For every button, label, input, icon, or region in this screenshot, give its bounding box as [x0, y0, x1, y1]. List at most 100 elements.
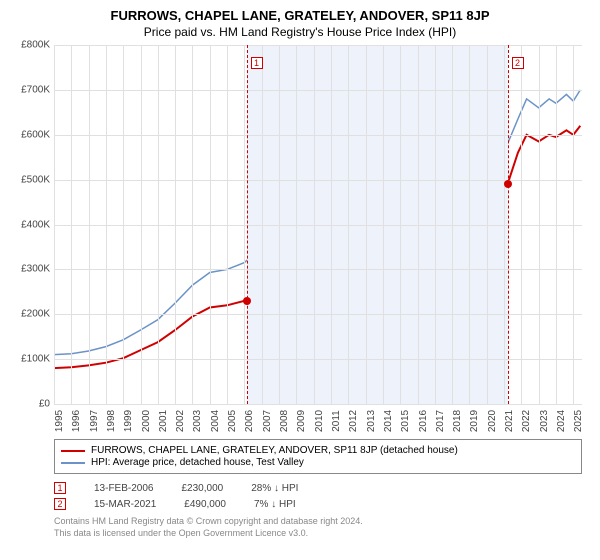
gridline-v [400, 45, 401, 404]
gridline-v [244, 45, 245, 404]
x-tick-label: 2009 [296, 410, 307, 432]
gridline-v [262, 45, 263, 404]
legend-swatch [61, 462, 85, 464]
gridline-v [192, 45, 193, 404]
x-tick-label: 2021 [504, 410, 515, 432]
gridline-v [573, 45, 574, 404]
gridline-v [158, 45, 159, 404]
transaction-marker: 2 [54, 498, 66, 510]
gridline-v [314, 45, 315, 404]
marker-vline [508, 45, 509, 404]
gridline-v [71, 45, 72, 404]
gridline-v [210, 45, 211, 404]
transaction-date: 13-FEB-2006 [94, 483, 153, 494]
gridline-h [54, 314, 582, 315]
y-tick-label: £700K [10, 84, 50, 95]
x-tick-label: 2012 [348, 410, 359, 432]
transaction-date: 15-MAR-2021 [94, 499, 156, 510]
gridline-h [54, 404, 582, 405]
x-tick-label: 2006 [244, 410, 255, 432]
marker-point [504, 180, 512, 188]
gridline-h [54, 359, 582, 360]
gridline-v [141, 45, 142, 404]
transaction-price: £490,000 [184, 499, 226, 510]
gridline-h [54, 269, 582, 270]
x-tick-label: 1995 [54, 410, 65, 432]
legend-item: FURROWS, CHAPEL LANE, GRATELEY, ANDOVER,… [61, 445, 575, 456]
x-tick-label: 2011 [331, 410, 342, 432]
legend-item: HPI: Average price, detached house, Test… [61, 457, 575, 468]
legend-swatch [61, 450, 85, 452]
x-tick-label: 2010 [314, 410, 325, 432]
x-tick-label: 2004 [210, 410, 221, 432]
x-tick-label: 2001 [158, 410, 169, 432]
chart-plot-area: £0£100K£200K£300K£400K£500K£600K£700K£80… [54, 45, 582, 405]
chart-container: FURROWS, CHAPEL LANE, GRATELEY, ANDOVER,… [0, 0, 600, 560]
gridline-v [521, 45, 522, 404]
attribution-line: Contains HM Land Registry data © Crown c… [54, 516, 590, 528]
attribution: Contains HM Land Registry data © Crown c… [54, 516, 590, 539]
y-tick-label: £400K [10, 219, 50, 230]
legend-label: HPI: Average price, detached house, Test… [91, 457, 304, 468]
marker-vline [247, 45, 248, 404]
transaction-marker: 1 [54, 482, 66, 494]
x-tick-label: 2015 [400, 410, 411, 432]
legend-label: FURROWS, CHAPEL LANE, GRATELEY, ANDOVER,… [91, 445, 458, 456]
gridline-v [123, 45, 124, 404]
x-tick-label: 2024 [556, 410, 567, 432]
gridline-v [106, 45, 107, 404]
x-tick-label: 1996 [71, 410, 82, 432]
chart-subtitle: Price paid vs. HM Land Registry's House … [10, 25, 590, 39]
gridline-v [89, 45, 90, 404]
x-tick-label: 2000 [141, 410, 152, 432]
chart-title: FURROWS, CHAPEL LANE, GRATELEY, ANDOVER,… [10, 8, 590, 23]
marker-box: 1 [251, 57, 263, 69]
y-tick-label: £500K [10, 174, 50, 185]
gridline-h [54, 45, 582, 46]
y-tick-label: £300K [10, 264, 50, 275]
y-tick-label: £600K [10, 129, 50, 140]
y-tick-label: £800K [10, 40, 50, 51]
gridline-v [452, 45, 453, 404]
x-tick-label: 2017 [435, 410, 446, 432]
y-tick-label: £200K [10, 309, 50, 320]
gridline-v [279, 45, 280, 404]
gridline-h [54, 225, 582, 226]
gridline-v [54, 45, 55, 404]
gridline-v [435, 45, 436, 404]
gridline-v [348, 45, 349, 404]
transaction-table: 1 13-FEB-2006 £230,000 28% ↓ HPI 2 15-MA… [54, 482, 582, 510]
gridline-v [556, 45, 557, 404]
gridline-v [487, 45, 488, 404]
attribution-line: This data is licensed under the Open Gov… [54, 528, 590, 540]
x-tick-label: 2016 [418, 410, 429, 432]
gridline-h [54, 180, 582, 181]
x-tick-label: 2023 [539, 410, 550, 432]
transaction-price: £230,000 [181, 483, 223, 494]
gridline-v [366, 45, 367, 404]
x-tick-label: 2013 [366, 410, 377, 432]
x-tick-label: 2005 [227, 410, 238, 432]
x-tick-label: 1998 [106, 410, 117, 432]
gridline-v [383, 45, 384, 404]
legend-box: FURROWS, CHAPEL LANE, GRATELEY, ANDOVER,… [54, 439, 582, 474]
gridline-v [469, 45, 470, 404]
y-tick-label: £100K [10, 354, 50, 365]
x-tick-label: 2008 [279, 410, 290, 432]
transaction-row: 1 13-FEB-2006 £230,000 28% ↓ HPI [54, 482, 582, 494]
gridline-v [175, 45, 176, 404]
gridline-v [504, 45, 505, 404]
x-tick-label: 2019 [469, 410, 480, 432]
transaction-diff: 7% ↓ HPI [254, 499, 296, 510]
gridline-v [331, 45, 332, 404]
x-tick-label: 1997 [89, 410, 100, 432]
gridline-v [227, 45, 228, 404]
gridline-h [54, 135, 582, 136]
x-tick-label: 2025 [573, 410, 584, 432]
x-tick-label: 2014 [383, 410, 394, 432]
transaction-diff: 28% ↓ HPI [251, 483, 298, 494]
marker-point [243, 297, 251, 305]
x-tick-label: 1999 [123, 410, 134, 432]
marker-box: 2 [512, 57, 524, 69]
x-tick-label: 2022 [521, 410, 532, 432]
